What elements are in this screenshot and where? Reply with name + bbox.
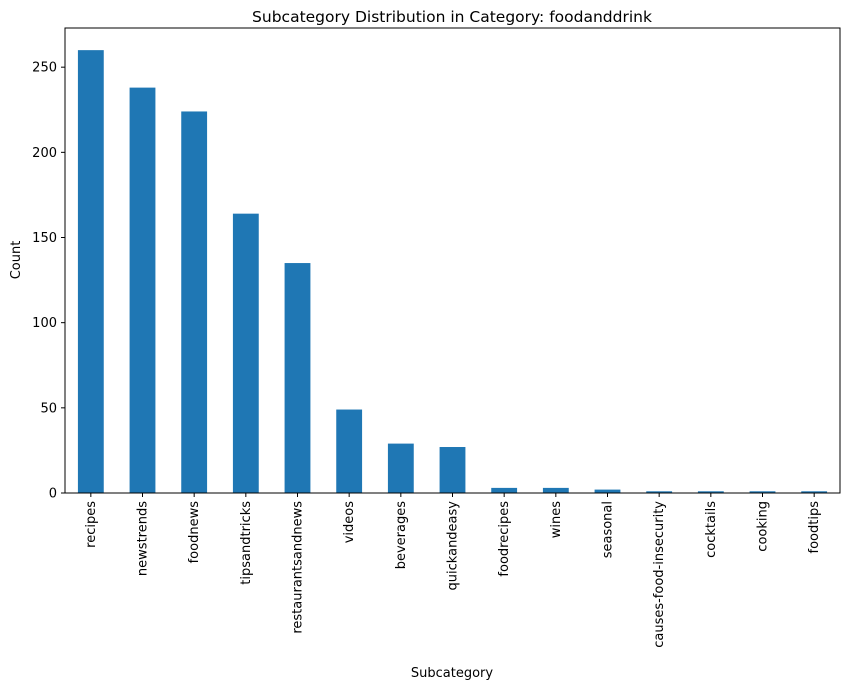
y-axis: 0 50 100 150 200 250 <box>32 61 65 502</box>
bar-videos <box>336 409 363 493</box>
bar-recipes <box>77 50 104 494</box>
bar-foodtips <box>801 491 828 493</box>
y-tick-label: 250 <box>32 61 57 76</box>
y-tick-label: 150 <box>32 231 57 246</box>
x-tick-label: beverages <box>394 501 409 570</box>
bar-wines <box>542 487 569 493</box>
x-tick-label: wines <box>549 501 564 538</box>
bar-causes-food-insecurity <box>646 491 673 493</box>
x-axis: recipes newstrends foodnews tipsandtricks re… <box>84 493 822 648</box>
x-tick-label: cocktails <box>704 501 719 558</box>
bar-newstrends <box>129 87 156 493</box>
bar-cocktails <box>697 491 724 493</box>
x-tick-label: foodrecipes <box>497 501 512 577</box>
y-tick-label: 200 <box>32 146 57 161</box>
bar-foodrecipes <box>491 487 518 493</box>
bar-tipsandtricks <box>232 213 259 493</box>
y-axis-label: Count <box>9 241 24 280</box>
bar-restaurantsandnews <box>284 263 311 493</box>
x-axis-label: Subcategory <box>411 666 494 681</box>
x-tick-label: foodnews <box>187 501 202 564</box>
x-tick-label: newstrends <box>136 501 151 576</box>
bars-group <box>77 50 828 494</box>
bar-foodnews <box>181 111 208 493</box>
y-tick-label: 50 <box>40 401 57 416</box>
x-tick-label: restaurantsandnews <box>291 501 306 634</box>
y-tick-label: 0 <box>49 487 57 502</box>
x-tick-label: foodtips <box>807 501 822 554</box>
x-tick-label: cooking <box>756 501 771 552</box>
bar-quickandeasy <box>439 447 466 493</box>
plot-frame <box>64 27 841 494</box>
bar-cooking <box>749 491 776 493</box>
chart-title: Subcategory Distribution in Category: fo… <box>252 8 652 26</box>
y-tick-label: 100 <box>32 316 57 331</box>
x-tick-label: causes-food-insecurity <box>652 501 667 648</box>
bar-seasonal <box>594 489 621 493</box>
x-tick-label: videos <box>342 501 357 544</box>
x-tick-label: recipes <box>84 501 99 548</box>
bar-beverages <box>387 443 414 493</box>
x-tick-label: quickandeasy <box>446 501 461 591</box>
x-tick-label: seasonal <box>601 501 616 558</box>
x-tick-label: tipsandtricks <box>239 501 254 585</box>
